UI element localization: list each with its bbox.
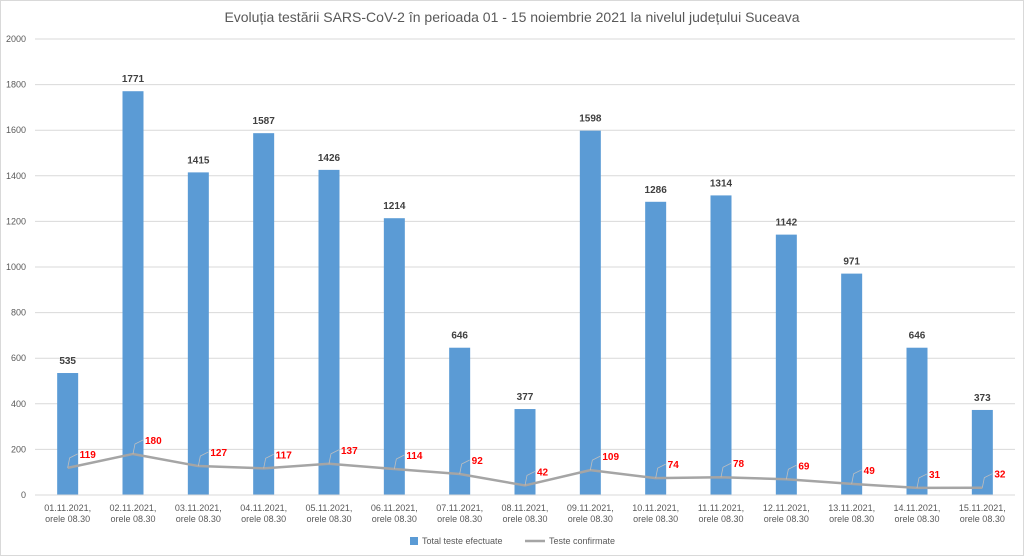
x-tick-label: 04.11.2021, orele 08.30 — [240, 503, 287, 524]
leader-line — [720, 462, 732, 478]
leader-line — [851, 469, 862, 484]
leader-line — [785, 464, 797, 480]
y-tick-label: 2000 — [6, 34, 26, 44]
leader-line — [393, 454, 405, 470]
x-tick-label: 15.11.2021, orele 08.30 — [959, 503, 1006, 524]
bar — [579, 130, 601, 495]
line-series — [67, 439, 993, 490]
bar — [971, 409, 993, 495]
line-data-label: 119 — [80, 450, 97, 461]
x-tick-label: 06.11.2021, orele 08.30 — [371, 503, 418, 524]
x-tick-label: 12.11.2021, orele 08.30 — [763, 503, 810, 524]
y-tick-label: 200 — [11, 444, 26, 454]
line-data-label: 42 — [537, 467, 549, 478]
bar — [253, 133, 275, 495]
axes: 0 200 400 600 800 1000 1200 1400 1600 1800 2000 01.… — [6, 34, 1015, 524]
line-data-label: 74 — [668, 460, 680, 471]
leader-line — [328, 449, 340, 464]
x-tick-label: 11.11.2021, orele 08.30 — [698, 503, 744, 524]
y-tick-label: 400 — [11, 399, 26, 409]
line-data-label: 180 — [145, 436, 162, 447]
bar-data-label: 377 — [517, 392, 534, 403]
line-data-label: 31 — [929, 470, 941, 481]
bar-series — [57, 91, 993, 496]
bar-data-label: 971 — [843, 257, 860, 268]
bar — [775, 234, 797, 495]
bar — [906, 347, 928, 495]
bar-data-label: 646 — [909, 331, 926, 342]
leader-line — [981, 473, 993, 488]
bar — [57, 373, 79, 495]
leader-line — [197, 451, 209, 467]
line-data-label: 49 — [864, 466, 876, 477]
line-data-label: 32 — [994, 470, 1006, 481]
leader-line — [263, 453, 274, 469]
x-tick-label: 02.11.2021, orele 08.30 — [110, 503, 157, 524]
leader-line — [67, 453, 78, 468]
line-data-label: 137 — [341, 446, 358, 457]
y-tick-label: 600 — [11, 353, 26, 363]
x-tick-label: 01.11.2021, orele 08.30 — [44, 503, 91, 524]
bar-data-label: 1286 — [645, 185, 668, 196]
line-data-label: 117 — [276, 450, 293, 461]
x-tick-label: 08.11.2021, orele 08.30 — [502, 503, 549, 524]
bar — [318, 169, 340, 495]
x-tick-label: 10.11.2021, orele 08.30 — [632, 503, 679, 524]
bar — [187, 172, 209, 495]
leader-line — [524, 471, 536, 486]
bar-data-label: 1142 — [775, 218, 797, 229]
bar — [122, 91, 144, 495]
leader-line — [132, 439, 144, 455]
bar — [514, 409, 536, 495]
bar — [449, 347, 471, 495]
bar-data-label: 1598 — [579, 114, 602, 125]
legend-label-bar: Total teste efectuate — [422, 536, 503, 546]
bar-data-label: 1771 — [122, 74, 145, 85]
bar-data-label: 646 — [451, 331, 468, 342]
bar-data-label: 1214 — [383, 201, 406, 212]
x-tick-label: 07.11.2021, orele 08.30 — [436, 503, 483, 524]
gridlines — [35, 38, 1015, 450]
chart-title: Evoluția testării SARS-CoV-2 în perioada… — [224, 9, 800, 25]
line-data-label: 78 — [733, 459, 745, 470]
bar — [841, 273, 863, 495]
bar-data-label: 373 — [974, 393, 991, 404]
y-tick-label: 1600 — [6, 125, 26, 135]
x-tick-label: 14.11.2021, orele 08.30 — [894, 503, 941, 524]
x-tick-label: 13.11.2021, orele 08.30 — [828, 503, 875, 524]
legend-label-line: Teste confirmate — [549, 536, 615, 546]
x-tick-label: 05.11.2021, orele 08.30 — [306, 503, 353, 524]
line-data-label: 127 — [210, 448, 227, 459]
x-tick-label: 09.11.2021, orele 08.30 — [567, 503, 614, 524]
y-tick-label: 800 — [11, 308, 26, 318]
leader-line — [459, 459, 470, 475]
x-tick-label: 03.11.2021, orele 08.30 — [175, 503, 222, 524]
bar — [383, 218, 405, 495]
line-data-label: 69 — [798, 461, 810, 472]
legend: Total teste efectuate Teste confirmate — [410, 536, 615, 546]
y-tick-label: 1400 — [6, 171, 26, 181]
bar — [710, 195, 732, 495]
leader-line — [589, 455, 601, 471]
y-tick-label: 1800 — [6, 80, 26, 90]
legend-swatch-bar — [410, 537, 418, 545]
line-data-label: 114 — [406, 451, 423, 462]
y-tick-label: 1000 — [6, 262, 26, 272]
data-labels: 535 1771 1415 1587 1426 1214 646 377 1598 1286 131… — [59, 74, 1006, 481]
bar-data-label: 1426 — [318, 153, 341, 164]
bar — [645, 201, 667, 496]
leader-line — [655, 463, 666, 479]
y-tick-label: 1200 — [6, 216, 26, 226]
bar-data-label: 1314 — [710, 178, 733, 189]
line-data-label: 92 — [472, 456, 484, 467]
bar-data-label: 535 — [59, 356, 76, 367]
leader-line — [916, 473, 928, 489]
line-data-label: 109 — [602, 452, 619, 463]
bar-data-label: 1587 — [253, 116, 276, 127]
bar-data-label: 1415 — [187, 155, 210, 166]
y-tick-label: 0 — [21, 490, 26, 500]
